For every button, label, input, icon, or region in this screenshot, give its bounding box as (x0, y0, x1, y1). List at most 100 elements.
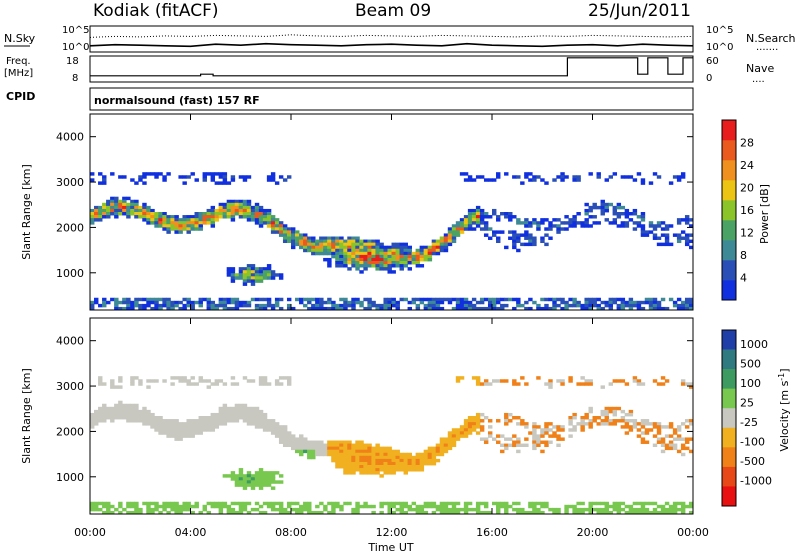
power-cell (226, 297, 232, 302)
power-cell (234, 303, 240, 308)
velocity-cell (387, 455, 392, 460)
power-cell (395, 264, 400, 268)
velocity-cell (632, 507, 638, 512)
velocity-cell (532, 446, 537, 451)
velocity-cell (632, 422, 638, 426)
velocity-cell (387, 507, 392, 512)
power-cell (431, 303, 437, 308)
power-cell (560, 175, 565, 179)
velocity-cell (431, 461, 437, 466)
power-cell (246, 212, 252, 216)
power-cell (214, 306, 220, 311)
power-cell (118, 202, 123, 207)
velocity-cell (407, 452, 412, 457)
power-cell (367, 264, 372, 268)
power-cell (520, 303, 525, 308)
power-cell (628, 300, 634, 305)
velocity-cell (379, 510, 384, 515)
power-cell (395, 261, 400, 265)
velocity-cell (487, 510, 493, 515)
velocity-cell (371, 465, 376, 469)
velocity-cell (198, 379, 203, 383)
power-cell (556, 303, 561, 308)
power-cell (178, 306, 183, 311)
velocity-cell (544, 428, 549, 432)
power-cell (190, 172, 195, 176)
power-colorbar-tick: 4 (740, 272, 747, 285)
velocity-cell (387, 452, 392, 457)
power-cell (327, 257, 332, 262)
power-cell (359, 257, 364, 262)
power-cell (435, 303, 441, 308)
velocity-cell (118, 400, 123, 405)
power-cell (270, 306, 276, 311)
power-cell (479, 175, 485, 179)
velocity-cell (379, 468, 384, 472)
power-cell (126, 196, 131, 201)
velocity-cell (114, 385, 119, 389)
velocity-cell (106, 507, 111, 512)
velocity-cell (672, 446, 678, 451)
power-cell (636, 215, 642, 219)
velocity-cell (608, 406, 613, 411)
power-cell (379, 306, 384, 311)
velocity-cell (652, 425, 658, 429)
velocity-cell (395, 465, 400, 469)
velocity-cell (134, 510, 139, 515)
velocity-cell (210, 382, 216, 386)
velocity-colorbar-label-main: Velocity [m s (778, 380, 791, 451)
velocity-cell (516, 501, 521, 506)
velocity-cell (379, 449, 384, 454)
power-cell (343, 248, 348, 253)
velocity-cell (270, 480, 276, 484)
velocity-cell (371, 455, 376, 460)
power-cell (230, 199, 236, 204)
velocity-cell (351, 449, 356, 454)
power-cell (311, 306, 316, 311)
power-cell (459, 221, 465, 225)
velocity-cell (672, 431, 678, 435)
velocity-cell (399, 510, 404, 515)
velocity-cell (475, 504, 481, 509)
velocity-cell (608, 504, 613, 509)
power-cell (266, 178, 272, 182)
velocity-cell (278, 504, 284, 509)
velocity-cell (359, 449, 364, 454)
power-cell (206, 221, 211, 225)
power-cell (383, 248, 388, 253)
velocity-cell (568, 434, 573, 438)
velocity-cell (363, 452, 368, 457)
velocity-cell (528, 504, 533, 509)
power-cell (580, 303, 585, 308)
power-cell (154, 175, 159, 179)
power-cell (254, 215, 260, 219)
power-cell (560, 297, 565, 302)
power-cell (355, 264, 360, 268)
velocity-cell (383, 446, 388, 451)
power-cell (544, 297, 549, 302)
power-cell (234, 202, 240, 207)
power-cell (584, 303, 589, 308)
power-cell (524, 233, 529, 237)
velocity-cell (363, 465, 368, 469)
velocity-cell (343, 452, 348, 457)
power-cell (146, 300, 151, 305)
power-cell (246, 215, 252, 219)
power-cell (447, 239, 453, 244)
power-cell (467, 208, 473, 213)
velocity-cell (246, 510, 252, 515)
power-cell (407, 254, 412, 259)
velocity-cell (588, 422, 593, 426)
velocity-cell (504, 379, 509, 383)
power-cell (475, 224, 481, 228)
velocity-cell (684, 440, 690, 444)
velocity-cell (303, 443, 308, 448)
power-cell (270, 303, 276, 308)
velocity-cell (512, 440, 517, 444)
power-cell (202, 172, 207, 176)
power-cell (222, 202, 228, 207)
power-cell (218, 205, 224, 210)
velocity-cell (415, 465, 421, 469)
power-cell (347, 267, 352, 271)
velocity-cell (90, 419, 95, 423)
